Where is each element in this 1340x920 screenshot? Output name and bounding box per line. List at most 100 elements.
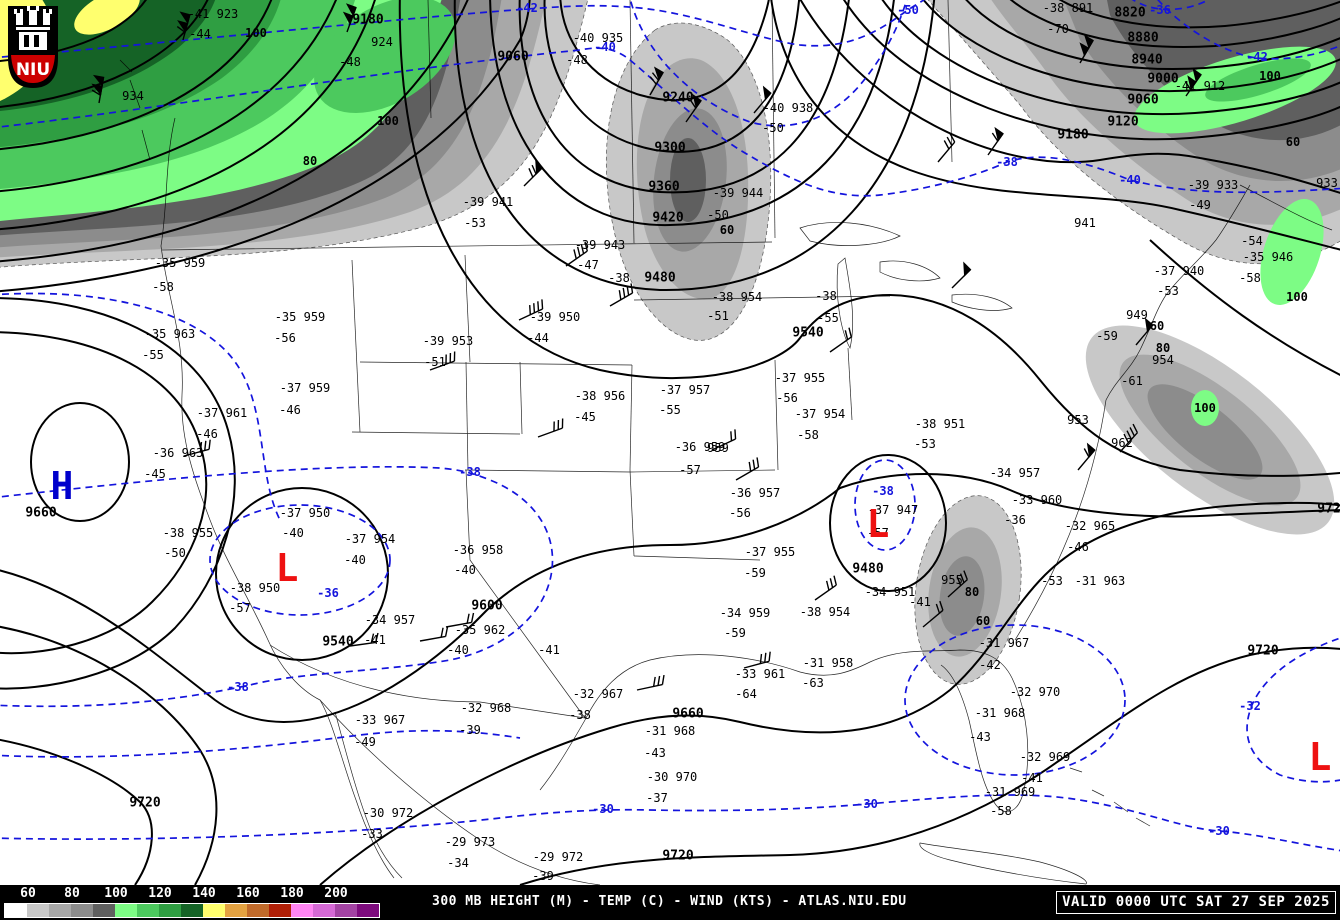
station-value: -31 968 [644,724,696,738]
station-value: -37 955 [744,545,796,559]
station-value: -51 [424,355,446,369]
temp-contour-label: -38 [227,680,249,694]
height-contour-label: 9600 [471,598,503,614]
station-value: -50 [762,121,784,135]
station-value: -38 950 [229,581,281,595]
legend-swatch [5,904,27,917]
station-value: -37 959 [279,381,331,395]
temp-contour-layer [0,0,1340,852]
wind-shading-label: 60 [975,614,991,628]
station-value: -39 950 [529,310,581,324]
wind-barb-icon [523,159,544,187]
legend-swatch [357,904,379,917]
station-value: -36 [1004,513,1026,527]
wind-shading-label: 100 [245,26,267,40]
station-value: -35 962 [454,623,506,637]
station-value: 924 [371,35,393,49]
wind-shading-label: 60 [719,223,735,237]
wind-barb-icon [445,612,475,628]
station-value: -34 [447,856,469,870]
station-value: -33 [361,827,383,841]
legend-swatch [137,904,159,917]
station-value: -35 963 [144,327,196,341]
temp-contour-label: -30 [1208,824,1230,838]
station-value: -32 965 [1064,519,1116,533]
wind-barb-icon [735,457,760,481]
valid-time-badge: VALID 0000 UTC SAT 27 SEP 2025 [1056,891,1336,914]
temp-contour-label: -38 [996,155,1018,169]
station-value: -37 947 [867,503,919,517]
station-value: -33 967 [354,713,406,727]
temp-contour-label: -40 [594,40,616,54]
geography-layer [119,0,1333,885]
legend-swatch [93,904,115,917]
station-value: -39 933 [1187,178,1239,192]
station-value: -61 [1121,374,1143,388]
station-value: -32 967 [572,687,624,701]
legend-swatches [4,903,380,918]
temp-contour-label: -38 [459,465,481,479]
station-value: -45 [574,410,596,424]
station-value: -37 940 [1153,264,1205,278]
temp-contour-label: -36 [317,586,339,600]
station-value: -39 [532,869,554,883]
temp-contour-label: -42 [1246,50,1268,64]
station-value: -31 963 [1074,574,1126,588]
station-value: -47 [577,258,599,272]
height-contour-label: 9660 [672,706,704,722]
station-value: -40 [344,553,366,567]
height-contour-label: 9300 [654,140,686,156]
station-value: -38 954 [799,605,851,619]
map-labels-layer: 9180 9060 9240 9300 9360 9420 9480 9540 9480 9540… [25,1,1340,883]
station-value: -36 958 [452,543,504,557]
legend-swatch [159,904,181,917]
station-value: -59 [724,626,746,640]
station-value: -43 [644,746,666,760]
wind-barb-icon [743,651,771,669]
wind-shading-label: 80 [302,154,318,168]
station-value: -37 957 [659,383,711,397]
station-value: -40 938 [762,101,814,115]
station-value: -36 963 [152,446,204,460]
legend-tick: 100 [104,886,128,901]
wind-barb-icon [1135,317,1154,346]
station-value: -48 [566,53,588,67]
legend-swatch [247,904,269,917]
station-value: -37 954 [344,532,396,546]
legend-tick: 140 [192,886,216,901]
station-value: -59 [744,566,766,580]
height-contour-label: 9060 [1127,92,1159,108]
station-value: -39 941 [462,195,514,209]
station-value: -53 [464,216,486,230]
station-value: -56 [274,331,296,345]
high-pressure-marker: H [50,464,74,508]
height-contour-label: 972 [1317,501,1340,517]
niu-logo[interactable]: NIU [7,5,59,89]
height-contour-label: 9540 [322,634,354,650]
station-value: -29 973 [444,835,496,849]
station-value: -37 954 [794,407,846,421]
wind-barb-icon [636,674,665,691]
station-value: -58 [152,280,174,294]
legend-swatch [71,904,93,917]
station-value: -34 959 [719,606,771,620]
wind-speed-legend: 60 80 100 120 140 160 180 200 [3,886,423,919]
station-value: 954 [1152,353,1174,367]
station-value: -34 957 [364,613,416,627]
station-value: -37 950 [279,506,331,520]
station-value: -37 [646,791,668,805]
station-value: -54 [1241,234,1263,248]
height-contour-label: 9660 [25,505,57,521]
station-value: -55 [659,403,681,417]
station-value: -34 951 [864,585,916,599]
station-value: 933 [1316,176,1338,190]
station-value: -53 [1157,284,1179,298]
station-value: -38 [815,289,837,303]
legend-swatch [335,904,357,917]
height-contour-label: 9120 [1107,114,1139,130]
height-contour-layer [0,0,1340,885]
temp-contour-label: -30 [592,802,614,816]
wind-shading-label: 60 [1285,135,1301,149]
station-value: -31 968 [974,706,1026,720]
map-canvas[interactable]: 9180 9060 9240 9300 9360 9420 9480 9540 9480 9540… [0,0,1340,885]
